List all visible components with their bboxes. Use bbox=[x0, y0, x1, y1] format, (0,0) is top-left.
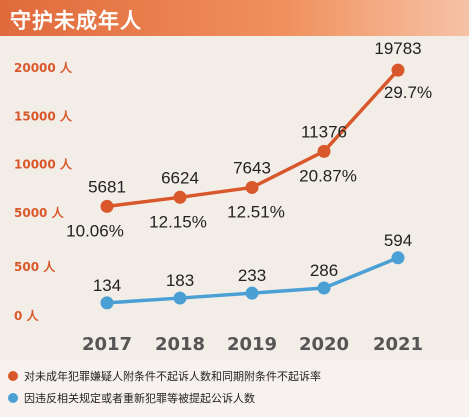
series2-value-label: 286 bbox=[310, 261, 338, 280]
legend-dot-series2 bbox=[8, 393, 18, 403]
legend-dot-series1 bbox=[8, 371, 18, 381]
chart-area: 20000 人 15000 人 10000 人 5000 人 500 人 0 人 2017 2… bbox=[0, 36, 469, 360]
series2-point bbox=[391, 251, 405, 265]
header-banner: 守护未成年人 bbox=[0, 0, 469, 36]
series2-value-label: 594 bbox=[384, 231, 412, 250]
series1-value-label: 11376 bbox=[301, 122, 347, 141]
series1-rate-label: 12.15% bbox=[149, 212, 207, 231]
series2-point bbox=[173, 291, 187, 305]
series2-value-label: 233 bbox=[238, 266, 266, 285]
legend-label-series1: 对未成年犯罪嫌疑人附条件不起诉人数和同期附条件不起诉率 bbox=[24, 370, 321, 383]
x-tick-label: 2017 bbox=[82, 334, 132, 355]
legend-label-series2: 因违反相关规定或者重新犯罪等被提起公诉人数 bbox=[24, 392, 255, 405]
series1-value-label: 19783 bbox=[374, 39, 421, 58]
y-tick-label: 5000 人 bbox=[14, 205, 65, 220]
series1-point bbox=[173, 190, 187, 204]
legend: 对未成年犯罪嫌疑人附条件不起诉人数和同期附条件不起诉率 因违反相关规定或者重新犯… bbox=[0, 360, 469, 417]
series1-value-label: 5681 bbox=[88, 177, 126, 196]
x-tick-label: 2020 bbox=[299, 334, 349, 355]
y-tick-label: 0 人 bbox=[14, 308, 40, 323]
series2-point bbox=[317, 281, 331, 295]
series1-rate-label: 20.87% bbox=[299, 166, 357, 185]
y-tick-label: 20000 人 bbox=[14, 60, 73, 75]
x-tick-label: 2021 bbox=[373, 334, 423, 355]
y-tick-label: 15000 人 bbox=[14, 108, 73, 123]
series2-value-label: 183 bbox=[166, 271, 194, 290]
series1-rate-label: 29.7% bbox=[384, 83, 432, 102]
legend-item-series2: 因违反相关规定或者重新犯罪等被提起公诉人数 bbox=[8, 388, 255, 408]
series2-point bbox=[100, 296, 114, 310]
y-tick-label: 500 人 bbox=[14, 259, 56, 274]
legend-item-series1: 对未成年犯罪嫌疑人附条件不起诉人数和同期附条件不起诉率 bbox=[8, 366, 321, 386]
x-tick-label: 2018 bbox=[155, 334, 205, 355]
line-chart: 20000 人 15000 人 10000 人 5000 人 500 人 0 人 2017 2… bbox=[14, 39, 432, 355]
x-tick-label: 2019 bbox=[227, 334, 277, 355]
series1-rate-label: 12.51% bbox=[227, 202, 285, 221]
series2-value-label: 134 bbox=[93, 276, 121, 295]
series1-point bbox=[317, 144, 331, 158]
page-title: 守护未成年人 bbox=[10, 9, 142, 33]
series1-rate-label: 10.06% bbox=[66, 221, 124, 240]
y-tick-label: 10000 人 bbox=[14, 157, 73, 172]
series1-point bbox=[245, 180, 259, 194]
series2-point bbox=[245, 286, 259, 300]
series1-value-label: 6624 bbox=[161, 168, 199, 187]
series1-value-label: 7643 bbox=[233, 158, 271, 177]
series1-point bbox=[100, 199, 114, 213]
series1-point bbox=[391, 63, 405, 77]
